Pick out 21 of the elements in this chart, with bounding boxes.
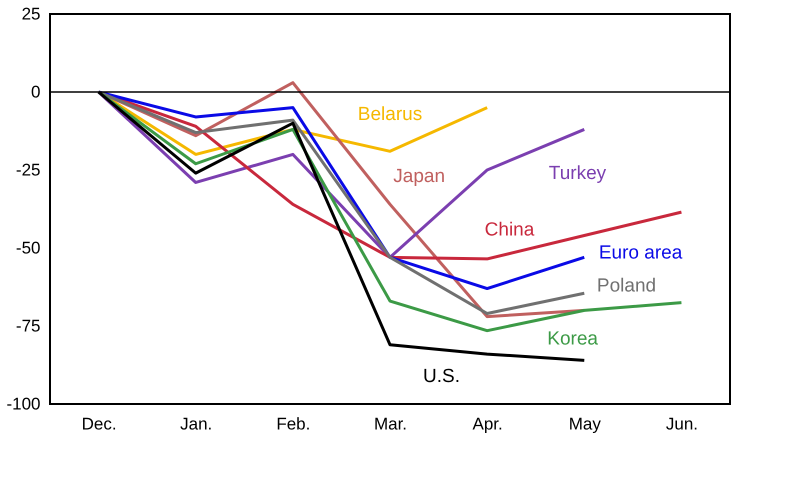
y-tick-label: -25 [16, 160, 40, 180]
x-tick-label: May [568, 414, 602, 434]
series-label: Belarus [358, 104, 422, 125]
x-tick-label: Apr. [472, 414, 503, 434]
x-tick-label: Feb. [276, 414, 310, 434]
series-label: Korea [547, 328, 598, 350]
y-tick-label: 0 [31, 82, 40, 102]
x-tick-label: Jan. [180, 414, 212, 434]
y-tick-label: -75 [16, 316, 40, 336]
x-tick-label: Jun. [666, 414, 698, 434]
y-tick-label: -100 [6, 394, 40, 414]
series-label: China [484, 219, 535, 240]
series-label: U.S. [423, 366, 460, 387]
y-tick-label: 25 [22, 4, 40, 24]
series-label: Japan [393, 166, 446, 188]
series-label: Turkey [548, 163, 607, 184]
y-tick-label: -50 [16, 238, 40, 258]
x-tick-label: Dec. [82, 414, 117, 434]
series-label: Poland [596, 275, 656, 296]
x-tick-label: Mar. [374, 414, 408, 434]
series-label: Euro area [598, 242, 683, 264]
